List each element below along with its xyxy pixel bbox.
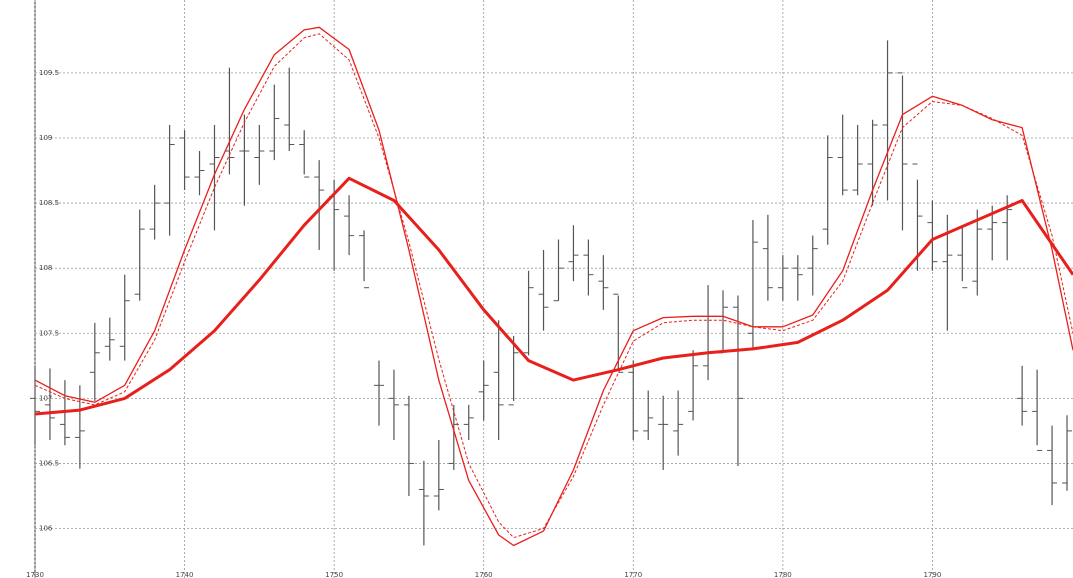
line-series — [34, 176, 1073, 416]
y-tick-label: 108.5 — [39, 199, 59, 207]
x-tick-label: 1760 — [475, 571, 493, 578]
y-tick-label: 106.5 — [39, 459, 59, 467]
x-tick-label: 1770 — [624, 571, 642, 578]
y-tick-label: 109 — [39, 134, 52, 142]
y-tick-label: 106 — [39, 525, 53, 533]
line-series — [34, 33, 1073, 539]
line-series — [34, 26, 1073, 547]
y-tick-label: 107 — [39, 394, 52, 402]
y-tick-label: 108 — [39, 264, 52, 272]
x-tick-label: 1730 — [26, 571, 44, 578]
x-tick-label: 1790 — [923, 571, 941, 578]
x-tick-label: 1740 — [176, 571, 194, 578]
y-tick-label: 109.5 — [39, 69, 59, 77]
x-tick-label: 1780 — [774, 571, 792, 578]
y-tick-label: 107.5 — [39, 329, 59, 337]
x-tick-label: 1750 — [325, 571, 343, 578]
